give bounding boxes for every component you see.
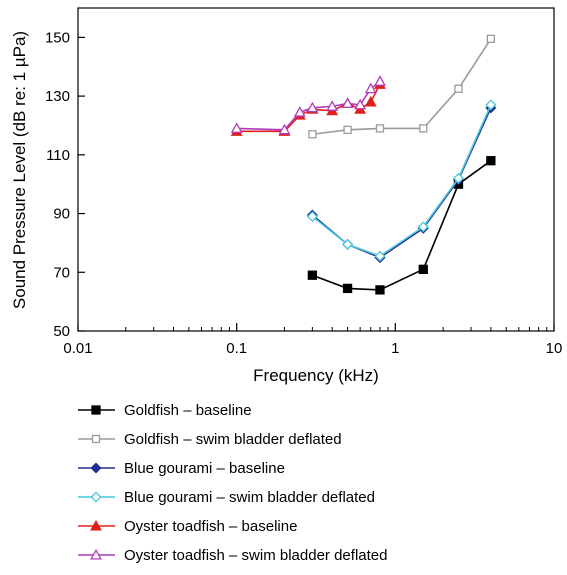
- data-point: [374, 250, 386, 262]
- x-axis-ticks: 0.01 0.1 1 10: [63, 323, 562, 357]
- legend-label: Goldfish – swim bladder deflated: [124, 431, 342, 448]
- data-point: [90, 462, 102, 474]
- x-tick-label: 1: [391, 340, 399, 357]
- series-line: [311, 104, 492, 258]
- y-tick-label: 150: [45, 29, 70, 46]
- data-point: [486, 34, 496, 43]
- y-tick-label: 90: [53, 206, 70, 223]
- legend-label: Oyster toadfish – swim bladder deflated: [124, 547, 387, 564]
- data-point: [342, 238, 354, 250]
- data-point: [419, 124, 428, 133]
- data-point: [306, 210, 318, 223]
- x-tick-label: 10: [546, 340, 563, 357]
- data-point: [364, 95, 377, 107]
- series-blue-gourami-baseline: [306, 102, 497, 264]
- data-point: [230, 122, 243, 133]
- data-point: [354, 98, 367, 110]
- legend-entry: Oyster toadfish – swim bladder deflated: [78, 547, 387, 564]
- legend-entry: Blue gourami – swim bladder deflated: [78, 489, 375, 506]
- x-axis-label: Frequency (kHz): [253, 366, 379, 385]
- data-point: [306, 101, 319, 113]
- series-line: [312, 160, 492, 291]
- legend-label: Blue gourami – swim bladder deflated: [124, 489, 375, 506]
- legend-entry: Blue gourami – baseline: [78, 460, 285, 477]
- legend-label: Blue gourami – baseline: [124, 460, 285, 477]
- series-layer: [230, 34, 497, 295]
- data-point: [307, 270, 318, 280]
- data-point: [374, 75, 386, 86]
- data-point: [454, 84, 463, 93]
- series-goldfish-baseline: [307, 156, 496, 295]
- data-point: [90, 491, 102, 503]
- data-point: [308, 130, 317, 139]
- data-point: [452, 172, 464, 184]
- data-point: [418, 264, 428, 274]
- series-goldfish-swim-bladder-deflated: [308, 34, 496, 139]
- legend-label: Goldfish – baseline: [124, 402, 252, 419]
- data-point: [342, 283, 353, 294]
- x-tick-label: 0.01: [63, 340, 92, 357]
- plot-frame: [77, 7, 555, 332]
- data-point: [486, 156, 496, 166]
- y-axis-ticks: 50 70 90 110 130 150: [45, 29, 85, 340]
- data-point: [293, 106, 306, 117]
- series-blue-gourami-swim-bladder-deflated: [306, 99, 497, 262]
- legend: Goldfish – baseline Goldfish – swim bladd…: [78, 402, 387, 564]
- data-point: [343, 125, 352, 135]
- data-point: [341, 97, 354, 108]
- data-point: [278, 123, 291, 135]
- y-tick-label: 130: [45, 88, 70, 105]
- y-axis-label: Sound Pressure Level (dB re: 1 µPa): [10, 31, 29, 309]
- y-tick-label: 110: [46, 147, 70, 164]
- data-point: [364, 82, 377, 94]
- series-oyster-toadfish-swim-bladder-deflated: [230, 75, 386, 135]
- legend-entry: Goldfish – swim bladder deflated: [78, 431, 342, 448]
- data-point: [417, 221, 429, 233]
- legend-label: Oyster toadfish – baseline: [124, 518, 297, 535]
- data-point: [375, 124, 385, 133]
- data-point: [485, 99, 497, 111]
- data-point: [90, 548, 102, 560]
- data-point: [375, 285, 385, 295]
- series-line: [312, 38, 492, 136]
- legend-entry: Goldfish – baseline: [78, 402, 252, 419]
- data-point: [326, 100, 339, 111]
- y-tick-label: 50: [53, 323, 70, 340]
- data-point: [90, 519, 102, 531]
- y-tick-label: 70: [53, 264, 70, 281]
- data-point: [91, 405, 101, 415]
- data-point: [91, 434, 101, 444]
- x-tick-label: 0.1: [226, 340, 247, 357]
- legend-entry: Oyster toadfish – baseline: [78, 518, 297, 535]
